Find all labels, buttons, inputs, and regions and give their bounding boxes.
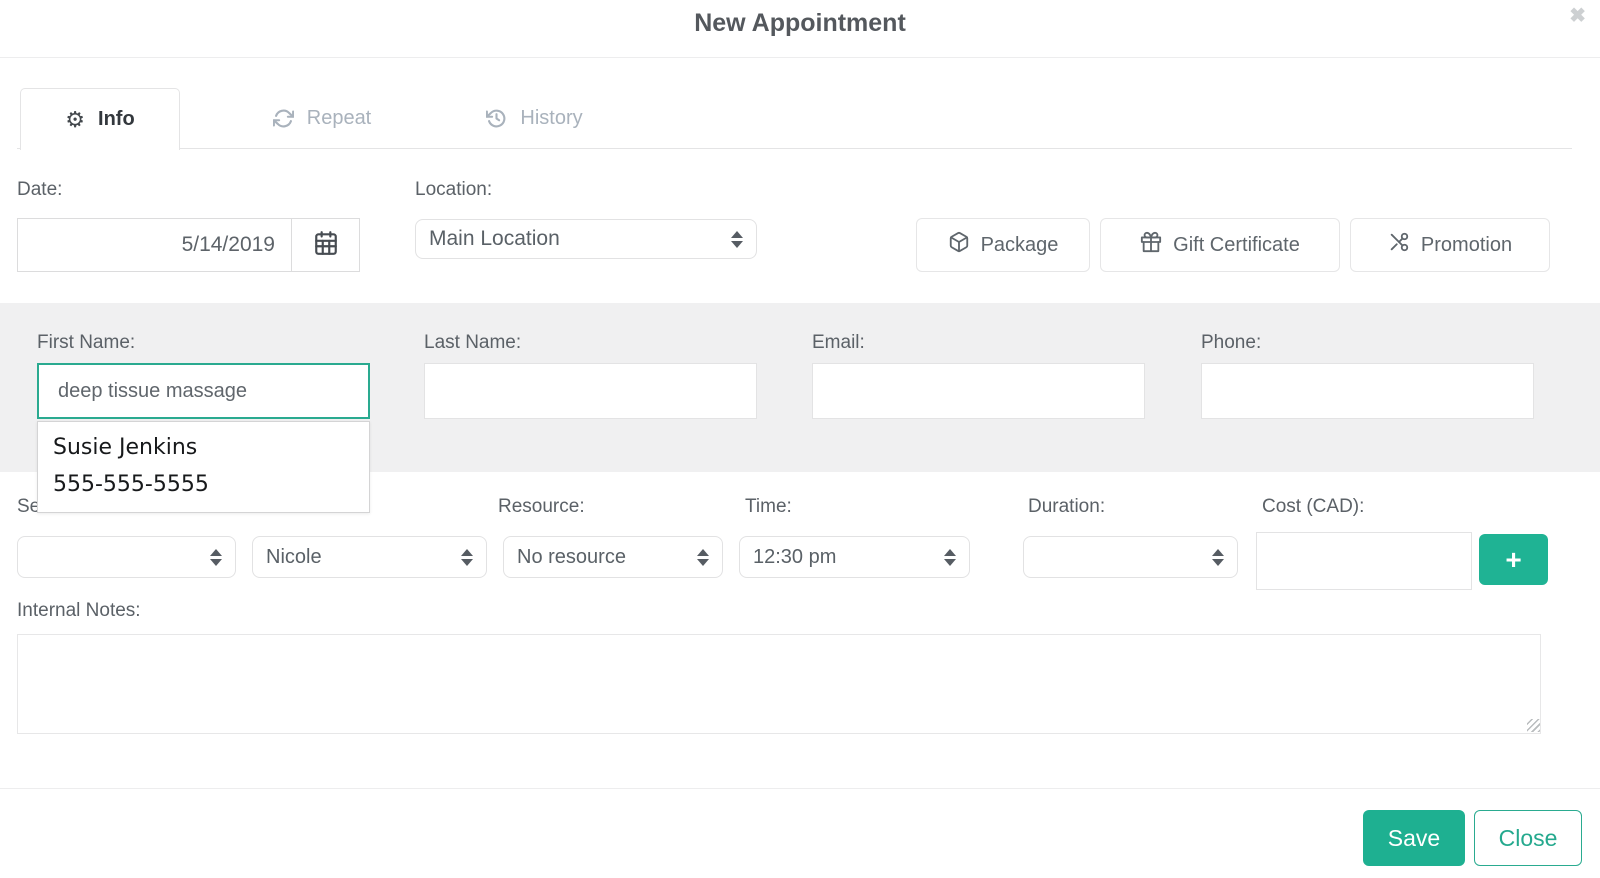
refresh-icon (272, 108, 294, 129)
time-select-value: 12:30 pm (753, 545, 837, 568)
history-icon (486, 108, 507, 129)
modal-header: New Appointment ✖ (0, 0, 1600, 58)
service-select[interactable] (17, 536, 236, 578)
cost-input[interactable] (1256, 532, 1472, 590)
email-label: Email: (812, 332, 865, 353)
gift-icon (1140, 231, 1162, 259)
close-button[interactable]: Close (1474, 810, 1582, 866)
date-field-group (17, 218, 360, 272)
select-arrows-icon (461, 548, 473, 566)
time-select[interactable]: 12:30 pm (739, 536, 970, 578)
close-button-label: Close (1498, 824, 1558, 851)
phone-input[interactable] (1201, 363, 1534, 419)
client-suggestion-dropdown: Susie Jenkins 555-555-5555 (37, 421, 370, 513)
footer-divider (0, 788, 1600, 789)
phone-label: Phone: (1201, 332, 1262, 353)
promotion-button-label: Promotion (1420, 233, 1513, 256)
cost-label: Cost (CAD): (1262, 496, 1365, 517)
select-arrows-icon (944, 548, 956, 566)
email-input[interactable] (812, 363, 1145, 419)
tab-info-label: Info (98, 108, 135, 130)
first-name-label: First Name: (37, 332, 136, 353)
calendar-button[interactable] (291, 219, 359, 271)
package-button-label: Package (980, 233, 1059, 256)
tab-info[interactable]: ⚙ Info (20, 88, 180, 150)
tab-bar: ⚙ Info Repeat History (17, 88, 1572, 150)
gift-certificate-button-label: Gift Certificate (1173, 233, 1300, 256)
tab-repeat[interactable]: Repeat (242, 88, 402, 149)
resource-select-value: No resource (517, 545, 626, 568)
resource-select[interactable]: No resource (503, 536, 723, 578)
first-name-input[interactable] (37, 363, 370, 419)
tab-repeat-label: Repeat (306, 107, 372, 129)
internal-notes-textarea[interactable] (17, 634, 1541, 734)
select-arrows-icon (1212, 548, 1224, 566)
add-service-button[interactable]: + (1479, 534, 1548, 585)
gear-icon: ⚙ (65, 106, 86, 132)
close-icon[interactable]: ✖ (1569, 5, 1586, 27)
time-label: Time: (745, 496, 792, 517)
select-arrows-icon (731, 230, 743, 248)
suggestion-phone: 555-555-5555 (53, 472, 209, 497)
plus-icon: + (1505, 543, 1522, 575)
suggestion-name: Susie Jenkins (53, 435, 198, 460)
resource-label: Resource: (498, 496, 585, 517)
select-arrows-icon (697, 548, 709, 566)
location-label: Location: (415, 179, 493, 200)
date-label: Date: (17, 179, 63, 200)
gift-certificate-button[interactable]: Gift Certificate (1100, 218, 1340, 272)
internal-notes-label: Internal Notes: (17, 600, 141, 621)
save-button[interactable]: Save (1363, 810, 1465, 866)
scissors-icon (1388, 231, 1410, 259)
location-select-value: Main Location (429, 227, 560, 250)
duration-select[interactable] (1023, 536, 1238, 578)
promotion-button[interactable]: Promotion (1350, 218, 1550, 272)
tab-history[interactable]: History (452, 88, 617, 149)
date-input[interactable] (18, 219, 291, 271)
select-arrows-icon (210, 548, 222, 566)
duration-label: Duration: (1028, 496, 1106, 517)
tab-history-label: History (520, 107, 583, 129)
staff-select[interactable]: Nicole (252, 536, 487, 578)
modal-title: New Appointment (694, 9, 906, 37)
staff-select-value: Nicole (266, 545, 322, 568)
last-name-input[interactable] (424, 363, 757, 419)
suggestion-item[interactable]: Susie Jenkins 555-555-5555 (53, 429, 359, 503)
save-button-label: Save (1387, 824, 1441, 851)
location-select[interactable]: Main Location (415, 219, 757, 259)
calendar-icon (313, 230, 339, 261)
box-icon (948, 231, 970, 259)
package-button[interactable]: Package (916, 218, 1090, 272)
last-name-label: Last Name: (424, 332, 522, 353)
